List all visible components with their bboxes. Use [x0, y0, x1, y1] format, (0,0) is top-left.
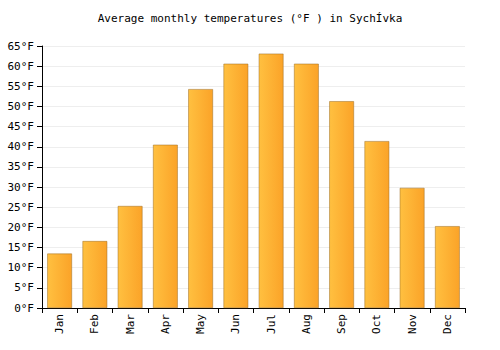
- svg-text:0°F: 0°F: [14, 302, 34, 315]
- svg-text:Jul: Jul: [265, 314, 278, 334]
- svg-text:50°F: 50°F: [8, 100, 35, 113]
- svg-text:65°F: 65°F: [8, 40, 35, 53]
- svg-text:May: May: [194, 314, 207, 334]
- svg-text:Dec: Dec: [441, 314, 454, 334]
- svg-text:Nov: Nov: [406, 314, 419, 334]
- svg-text:Sep: Sep: [335, 314, 348, 334]
- svg-text:20°F: 20°F: [8, 221, 35, 234]
- svg-text:45°F: 45°F: [8, 120, 35, 133]
- svg-text:40°F: 40°F: [8, 140, 35, 153]
- svg-text:55°F: 55°F: [8, 80, 35, 93]
- svg-text:25°F: 25°F: [8, 201, 35, 214]
- svg-text:35°F: 35°F: [8, 160, 35, 173]
- svg-text:Jan: Jan: [53, 314, 66, 334]
- svg-text:Aug: Aug: [300, 314, 313, 334]
- svg-text:Jun: Jun: [229, 314, 242, 334]
- svg-text:30°F: 30°F: [8, 181, 35, 194]
- svg-text:Oct: Oct: [370, 314, 383, 334]
- svg-text:Mar: Mar: [124, 314, 137, 334]
- svg-text:15°F: 15°F: [8, 241, 35, 254]
- svg-text:5°F: 5°F: [14, 281, 34, 294]
- svg-text:10°F: 10°F: [8, 261, 35, 274]
- svg-text:Apr: Apr: [159, 314, 172, 334]
- svg-text:Average monthly temperatures (: Average monthly temperatures (°F ) in Sy…: [98, 12, 403, 25]
- svg-text:Feb: Feb: [88, 314, 101, 334]
- svg-text:60°F: 60°F: [8, 60, 35, 73]
